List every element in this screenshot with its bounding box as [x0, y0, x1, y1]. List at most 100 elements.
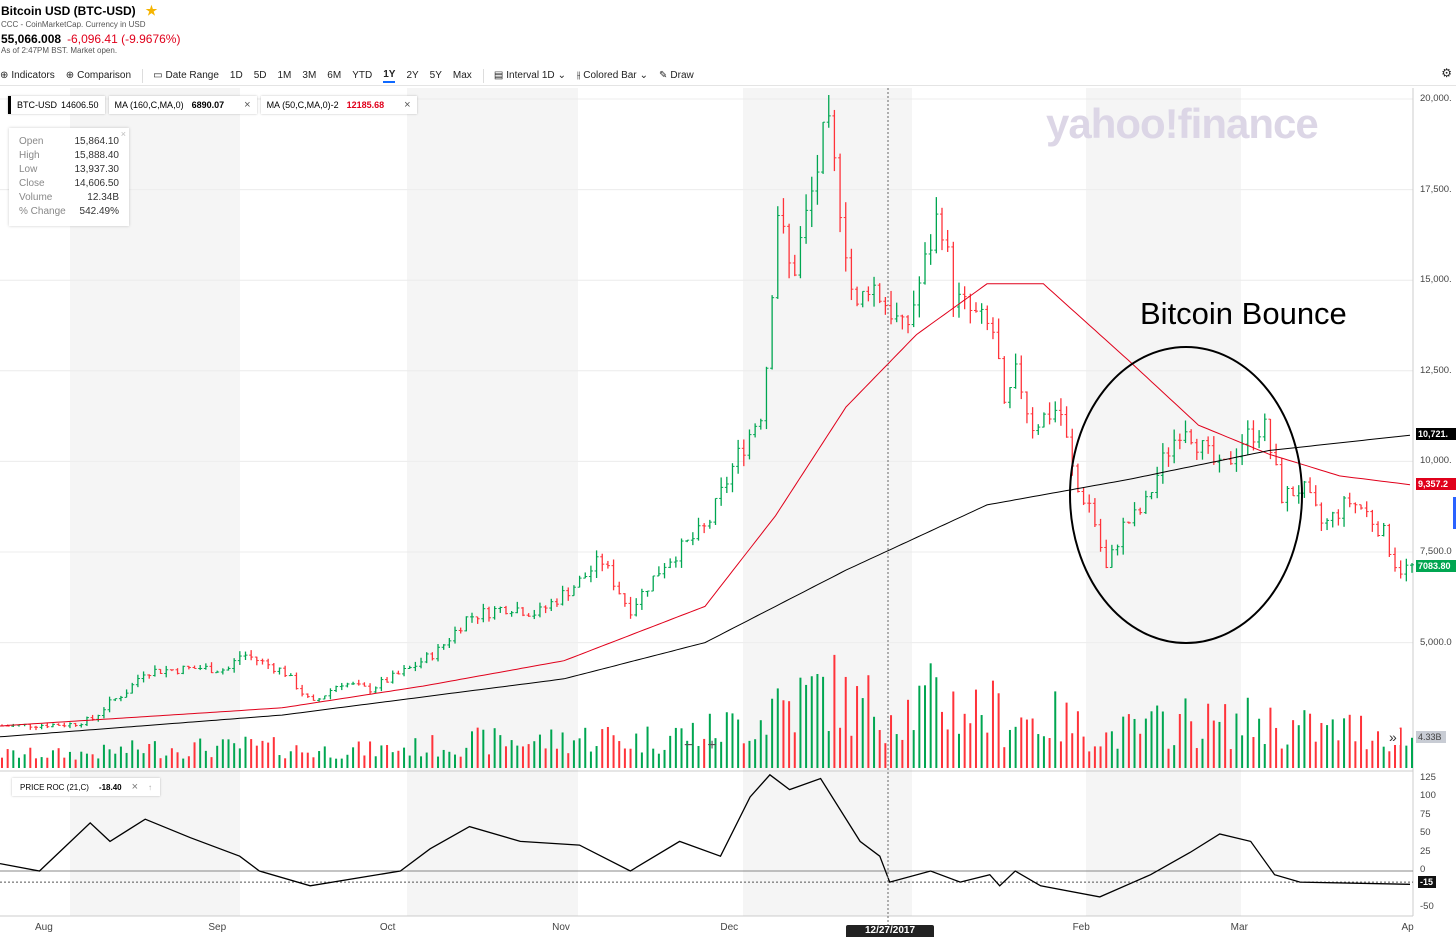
legend-ma50-label: MA (50,C,MA,0)-2 [266, 100, 339, 110]
month-band [407, 88, 578, 916]
volume-bar [856, 686, 859, 768]
ohlc-key: Volume [19, 192, 53, 203]
ohlc-tooltip: × Open 15,864.10 High 15,888.40 Low 13,937.30… [9, 128, 129, 226]
volume-bar [448, 751, 451, 768]
legend-ma50-value: 12185.68 [346, 100, 385, 110]
zoom-in-icon[interactable]: + [707, 737, 717, 754]
legend-btc[interactable]: BTC-USD 14606.50 [8, 96, 105, 114]
volume-bar [805, 684, 808, 768]
month-label: Ap [1401, 922, 1414, 933]
volume-bar [969, 723, 972, 768]
volume-bar [878, 730, 881, 768]
volume-bar [454, 754, 457, 768]
gear-icon[interactable]: ⚙ [1441, 66, 1452, 80]
volume-bar [216, 745, 219, 768]
interval-dropdown[interactable]: ▤ Interval 1D ⌄ [494, 70, 566, 81]
volume-bar [12, 750, 15, 768]
volume-bar [244, 736, 247, 768]
range-6m[interactable]: 6M [327, 70, 342, 81]
chevron-double-right-icon[interactable]: » [1386, 729, 1400, 745]
volume-bar [80, 751, 83, 768]
date-range-button[interactable]: ▭ Date Range [153, 70, 219, 81]
crosshair-date-tag: 12/27/2017 [846, 925, 934, 937]
colored-bar-dropdown[interactable]: ⫲ Colored Bar ⌄ [577, 70, 648, 81]
volume-bar [957, 733, 960, 768]
volume-bar [1286, 744, 1289, 768]
volume-bar [703, 738, 706, 768]
volume-bar [776, 688, 779, 768]
close-icon[interactable]: × [404, 99, 411, 111]
date-range-label: Date Range [165, 70, 219, 81]
zoom-out-icon[interactable]: − [684, 737, 694, 754]
close-icon[interactable]: × [244, 99, 251, 111]
indicators-button[interactable]: ⊕ Indicators [0, 70, 55, 81]
range-1d[interactable]: 1D [229, 70, 243, 81]
comparison-button[interactable]: ⊕ Comparison [66, 70, 131, 81]
volume-bar [612, 735, 615, 768]
volume-bar [352, 747, 355, 768]
volume-bar [476, 727, 479, 768]
volume-bar [595, 746, 598, 768]
ohlc-value: 14,606.50 [74, 178, 120, 189]
volume-bar [233, 743, 236, 768]
star-icon[interactable]: ★ [145, 3, 158, 18]
volume-bar [1144, 718, 1147, 768]
range-1m[interactable]: 1M [277, 70, 292, 81]
range-ytd[interactable]: YTD [352, 70, 373, 81]
range-1y[interactable]: 1Y [383, 69, 396, 83]
volume-bar [663, 749, 666, 768]
range-max[interactable]: Max [452, 70, 472, 81]
arrow-up-icon[interactable]: ↑ [148, 782, 153, 792]
close-icon[interactable]: × [131, 781, 139, 793]
volume-bar [187, 756, 190, 768]
volume-bar [895, 734, 898, 768]
volume-bar [199, 738, 202, 768]
roc-legend-label: PRICE ROC (21,C) [20, 782, 89, 792]
draw-button[interactable]: ✎ Draw [659, 70, 694, 81]
volume-bar [136, 749, 139, 768]
range-5d[interactable]: 5D [253, 70, 267, 81]
volume-bar [1224, 704, 1227, 768]
volume-bar [555, 748, 558, 768]
volume-bar [1099, 746, 1102, 768]
volume-bar [974, 689, 977, 768]
volume-bar [363, 755, 366, 768]
legend-ma160-value: 6890.07 [191, 100, 225, 110]
volume-bar [1405, 745, 1408, 768]
volume-bar [97, 758, 100, 768]
volume-bar [1059, 741, 1062, 768]
volume-bar [839, 727, 842, 768]
range-3m[interactable]: 3M [302, 70, 317, 81]
volume-bar [669, 735, 672, 768]
legend-ma160[interactable]: MA (160,C,MA,0) 6890.07 × [108, 96, 257, 114]
volume-bar [986, 732, 989, 768]
range-2y[interactable]: 2Y [406, 70, 419, 81]
roc-legend[interactable]: PRICE ROC (21,C) -18.40 × ↑ [12, 778, 161, 796]
scroll-handle [1453, 497, 1456, 529]
volume-bar [1082, 736, 1085, 768]
roc-tick-label: -50 [1420, 901, 1434, 912]
volume-bar [1156, 705, 1159, 768]
ma50-line [0, 283, 1411, 727]
volume-bar [827, 731, 830, 768]
volume-bar [1190, 721, 1193, 768]
volume-bar [57, 748, 60, 768]
quote-header: Bitcoin USD (BTC-USD) ★ CCC - CoinMarketC… [1, 3, 180, 55]
ohlc-row: % Change 542.49% [19, 205, 119, 219]
close-icon[interactable]: × [120, 129, 126, 139]
legend-ma50[interactable]: MA (50,C,MA,0)-2 12185.68 × [260, 96, 417, 114]
ohlc-key: Open [19, 136, 44, 147]
volume-bar [759, 720, 762, 768]
volume-bar [210, 757, 213, 768]
series-legend: BTC-USD 14606.50 MA (160,C,MA,0) 6890.07 × … [8, 96, 417, 114]
chevron-down-icon: ⌄ [557, 70, 567, 81]
volume-bar [255, 745, 258, 768]
range-5y[interactable]: 5Y [429, 70, 442, 81]
volume-bar [386, 745, 389, 768]
volume-bar [1161, 711, 1164, 768]
volume-bar [437, 756, 440, 768]
quote-change: -6,096.41 (-9.9676%) [67, 32, 181, 46]
volume-bar [23, 754, 26, 768]
volume-bar [1088, 751, 1091, 768]
volume-bar [1258, 718, 1261, 768]
